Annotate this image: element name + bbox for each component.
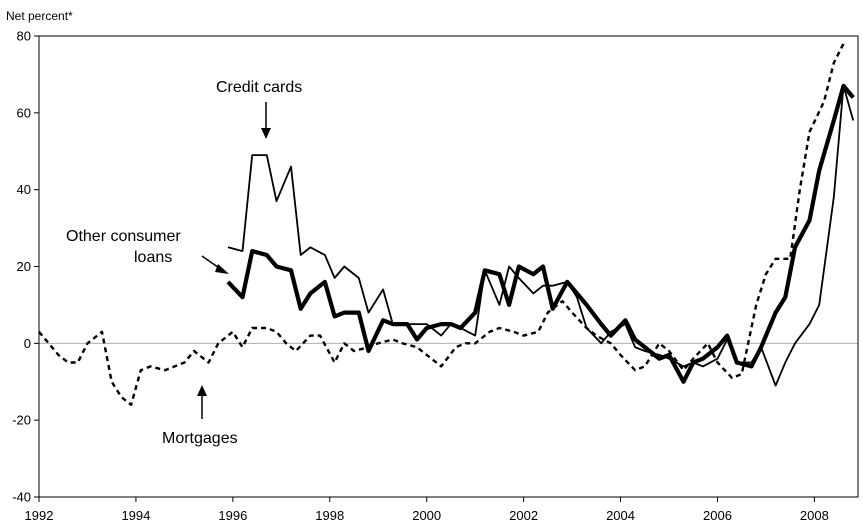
x-tick-label: 2006 xyxy=(703,508,732,523)
y-tick-label: 20 xyxy=(17,259,31,274)
x-axis: 1992 1994 1996 1998 2000 2002 2004 2006 2008 xyxy=(25,497,829,523)
y-axis-label: Net percent* xyxy=(6,9,73,23)
x-tick-label: 1992 xyxy=(25,508,54,523)
series-line-credit-cards xyxy=(228,86,853,386)
y-axis: -40 -20 0 20 40 60 80 xyxy=(12,29,39,505)
x-tick-label: 2004 xyxy=(606,508,635,523)
y-tick-label: -40 xyxy=(12,490,31,505)
y-tick-label: 60 xyxy=(17,105,31,120)
x-tick-label: 2002 xyxy=(509,508,538,523)
y-tick-label: -20 xyxy=(12,413,31,428)
y-tick-label: 40 xyxy=(17,182,31,197)
series-layer xyxy=(39,44,853,405)
annotation-credit-cards: Credit cards xyxy=(216,79,302,96)
x-tick-label: 2008 xyxy=(800,508,829,523)
x-tick-label: 1994 xyxy=(121,508,150,523)
plot-frame xyxy=(39,36,858,497)
annotation-other-consumer-loans-line1: Other consumer xyxy=(66,228,181,245)
x-tick-label: 1998 xyxy=(315,508,344,523)
annotation-mortgages-arrowhead xyxy=(197,385,207,396)
annotation-other-consumer-loans-arrowhead xyxy=(215,264,229,274)
annotation-mortgages: Mortgages xyxy=(162,430,238,447)
y-tick-label: 0 xyxy=(24,336,31,351)
x-tick-label: 2000 xyxy=(412,508,441,523)
series-line-mortgages xyxy=(39,44,844,405)
annotation-credit-cards-arrowhead xyxy=(261,128,271,139)
x-tick-label: 1996 xyxy=(218,508,247,523)
annotation-other-consumer-loans-line2: loans xyxy=(134,249,172,266)
y-tick-label: 80 xyxy=(17,29,31,44)
